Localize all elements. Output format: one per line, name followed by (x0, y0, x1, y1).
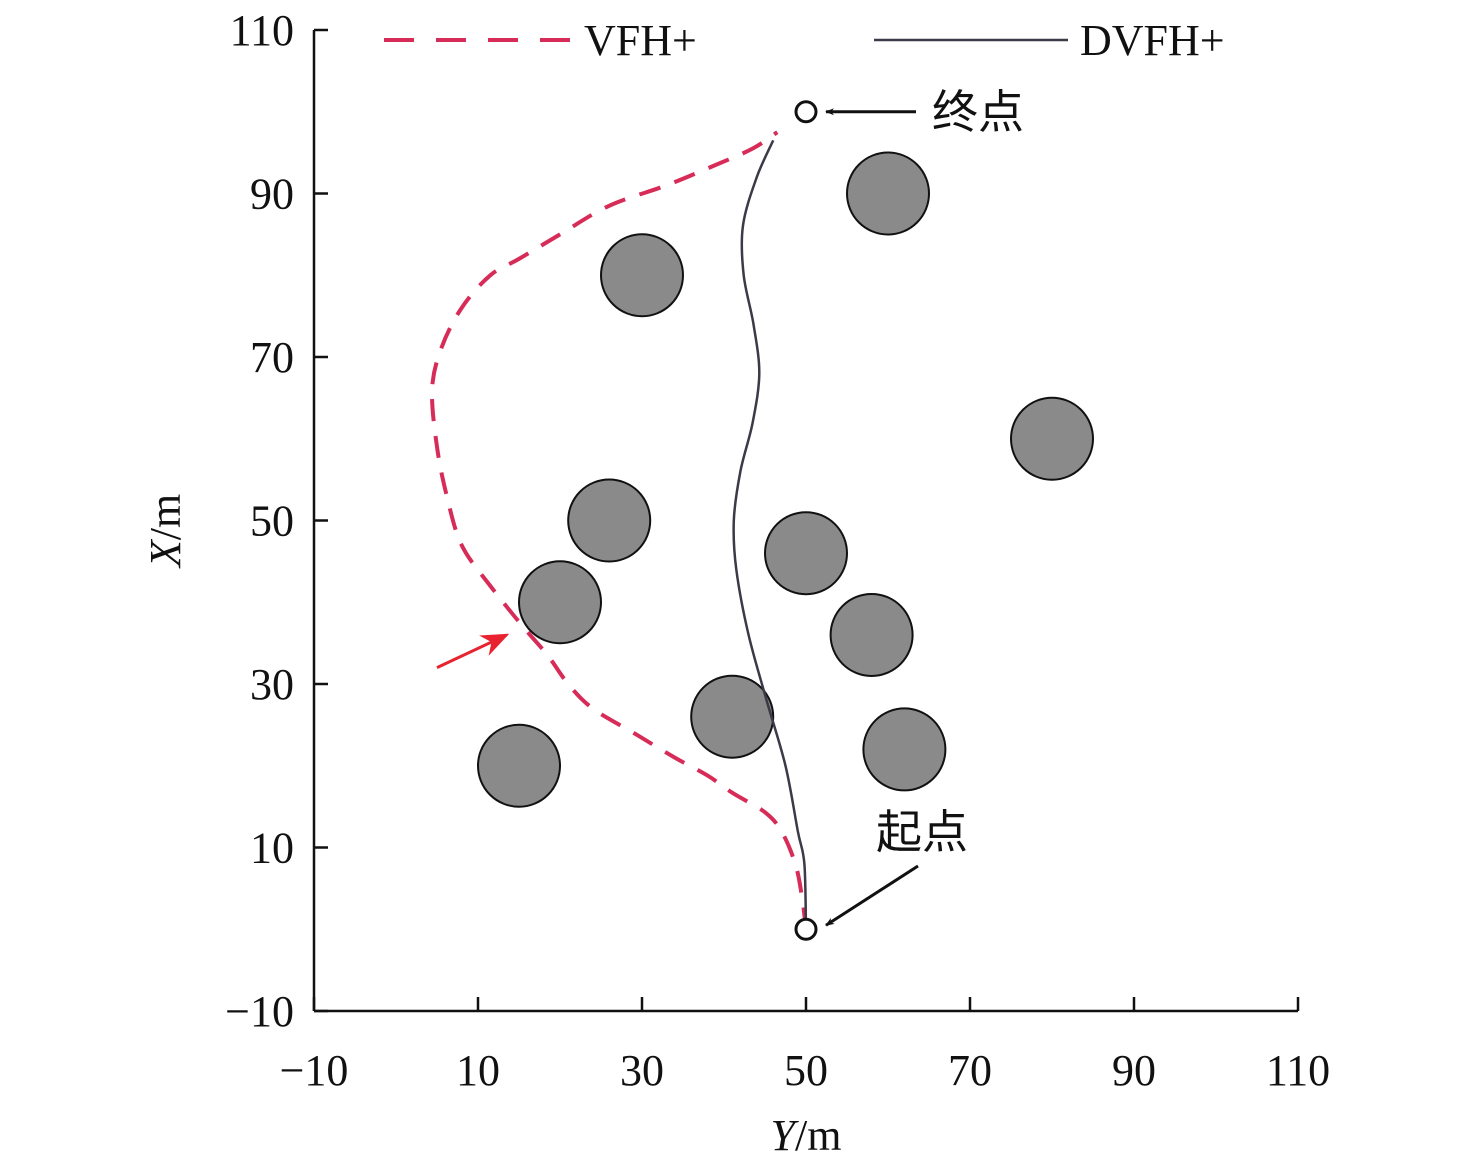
obstacle (829, 592, 914, 677)
x-tick-label: −10 (280, 1046, 349, 1095)
obstacle (862, 707, 947, 792)
legend-label-vfh-plus: VFH+ (584, 16, 697, 65)
x-tick-label: 10 (456, 1046, 500, 1095)
x-axis-variable: Y (771, 1111, 800, 1160)
path-dvfh-plus (732, 139, 808, 930)
x-axis-unit: /m (795, 1111, 841, 1160)
y-axis-label: X/m (141, 494, 190, 569)
paths (430, 130, 808, 930)
obstacles (477, 151, 1094, 808)
x-tick-label: 110 (1266, 1046, 1330, 1095)
obstacle (764, 511, 848, 596)
x-tick-label: 50 (784, 1046, 828, 1095)
end-point-label: 终点 (932, 87, 1024, 138)
path-vfh-plus (430, 130, 808, 930)
y-tick-label: 90 (250, 170, 294, 219)
x-axis-label: Y/m (771, 1111, 842, 1160)
y-tick-label: 10 (250, 824, 294, 873)
legend-label-dvfh-plus: DVFH+ (1080, 16, 1225, 65)
y-tick-label: 50 (250, 497, 294, 546)
y-axis-unit: /m (141, 494, 190, 540)
obstacle (1010, 396, 1094, 481)
start-point-arrow (825, 864, 919, 927)
obstacle (477, 723, 561, 808)
obstacle (567, 478, 652, 563)
obstacle (690, 674, 775, 759)
start-point-label: 起点 (876, 807, 968, 858)
highlight-arrow (436, 633, 510, 670)
start-point-marker (794, 917, 818, 941)
obstacle (846, 151, 930, 236)
y-axis-variable: X (141, 538, 190, 569)
end-point-marker (794, 100, 818, 124)
y-tick-label: 110 (230, 6, 294, 55)
obstacle (600, 233, 684, 318)
obstacle (518, 560, 602, 645)
y-tick-label: 30 (250, 660, 294, 709)
x-tick-label: 90 (1112, 1046, 1156, 1095)
y-tick-label: 70 (250, 333, 294, 382)
y-tick-label: −10 (225, 987, 294, 1036)
x-tick-label: 30 (620, 1046, 664, 1095)
legend: VFH+ DVFH+ (384, 16, 1225, 65)
x-tick-label: 70 (948, 1046, 992, 1095)
